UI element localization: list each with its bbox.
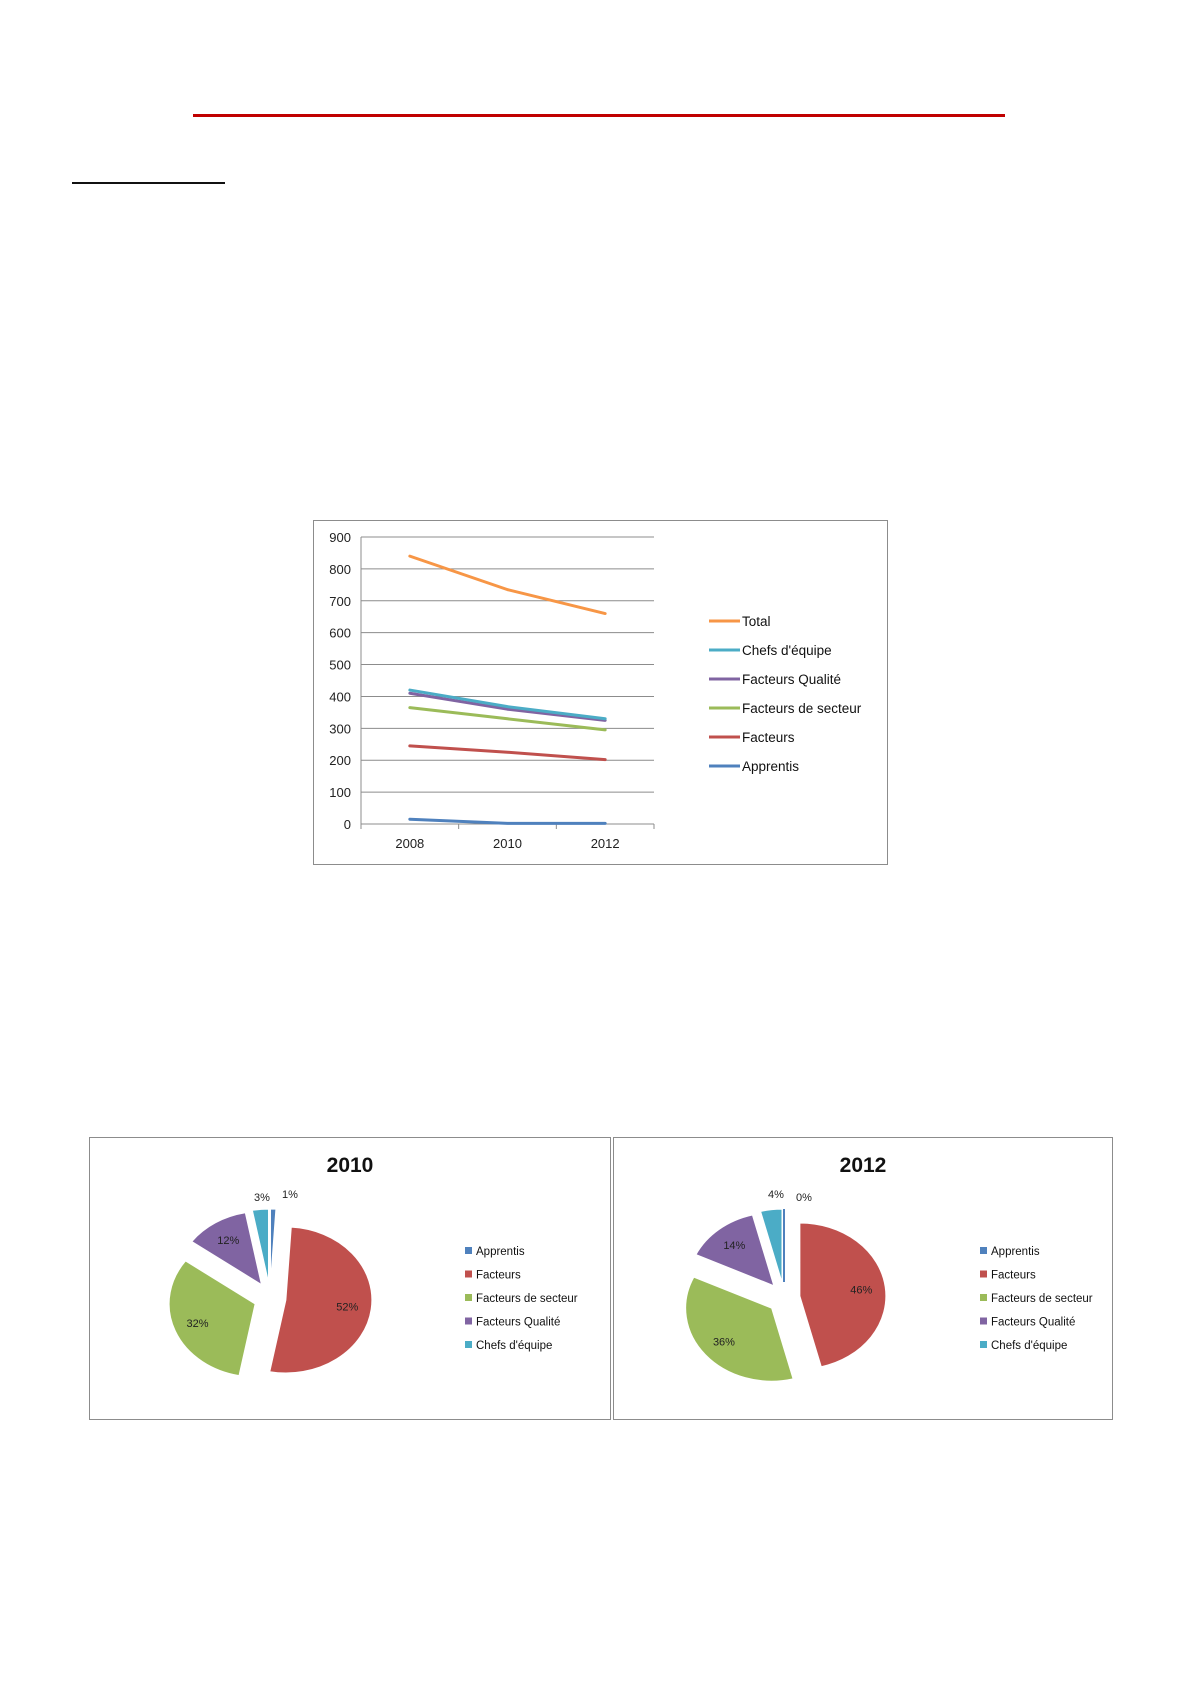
- y-tick-label-800: 800: [329, 562, 351, 577]
- data-label-chefs-d-equipe: 4%: [768, 1189, 784, 1201]
- x-tick-label-2012: 2012: [591, 836, 620, 851]
- x-tick-label-2008: 2008: [395, 836, 424, 851]
- data-label-facteurs: 46%: [850, 1284, 872, 1296]
- data-label-facteurs-qualite: 14%: [723, 1240, 745, 1252]
- y-tick-label-700: 700: [329, 594, 351, 609]
- pie-slice-facteurs: [799, 1222, 887, 1368]
- data-label-facteurs-qualite: 12%: [217, 1235, 239, 1247]
- legend-label-facteurs-qualite: Facteurs Qualité: [476, 1317, 560, 1329]
- pie-chart-2012: 2012 0% 46% 36% 14% 4% Apprentis Facteurs Facteu…: [685, 1154, 1093, 1382]
- series-line-facteurs-de-secteur: [408, 706, 607, 732]
- legend-swatch-facteurs-de-secteur: [980, 1294, 987, 1301]
- legend-swatch-facteurs: [465, 1270, 472, 1278]
- data-label-chefs-d-equipe: 3%: [254, 1192, 270, 1204]
- pie-chart-frame-2010: 2010 1% 52% 32% 12% 3% Apprentis Facteurs Facteu…: [89, 1137, 611, 1420]
- data-label-apprentis: 1%: [282, 1189, 298, 1201]
- legend-label-total: Total: [742, 614, 771, 629]
- legend-label-facteurs: Facteurs: [991, 1270, 1036, 1282]
- y-tick-label-900: 900: [329, 530, 351, 545]
- line-chart: 0 100 200 300 400 500 600 700 800 900 2008 2010 2012…: [329, 530, 862, 851]
- legend-label-facteurs-de-secteur: Facteurs de secteur: [991, 1293, 1093, 1305]
- heading-underline: [72, 182, 225, 184]
- series-line-facteurs-qualite: [408, 691, 607, 722]
- x-tick-label-2010: 2010: [493, 836, 522, 851]
- y-tick-label-300: 300: [329, 721, 351, 736]
- series-line-chefs-d-equipe: [408, 688, 607, 721]
- y-tick-label-200: 200: [329, 753, 351, 768]
- series-line-apprentis: [408, 817, 607, 825]
- legend-label-apprentis: Apprentis: [742, 759, 799, 774]
- pie-slice-chefs-d-equipe: [251, 1208, 269, 1283]
- legend-label-chefs-d-equipe: Chefs d'équipe: [991, 1340, 1067, 1352]
- legend-swatch-apprentis: [980, 1247, 987, 1254]
- y-tick-label-600: 600: [329, 626, 351, 641]
- pie-chart-2010: 2010 1% 52% 32% 12% 3% Apprentis Facteurs Facteu…: [168, 1154, 578, 1377]
- pie-slice-apprentis: [270, 1208, 277, 1283]
- legend-label-apprentis: Apprentis: [991, 1246, 1040, 1258]
- legend-swatch-chefs-d-equipe: [465, 1341, 472, 1348]
- legend-label-facteurs-de-secteur: Facteurs de secteur: [476, 1293, 578, 1305]
- pie-title: 2010: [327, 1154, 374, 1177]
- legend-label-facteurs-qualite: Facteurs Qualité: [742, 672, 841, 687]
- legend-swatch-apprentis: [465, 1247, 472, 1254]
- series-line-facteurs: [408, 744, 607, 762]
- data-label-facteurs-de-secteur: 36%: [713, 1337, 735, 1349]
- pie-title: 2012: [840, 1154, 887, 1177]
- legend-label-facteurs: Facteurs: [742, 730, 795, 745]
- legend-label-facteurs: Facteurs: [476, 1270, 521, 1282]
- y-tick-label-400: 400: [329, 689, 351, 704]
- legend-swatch-facteurs: [980, 1270, 987, 1278]
- legend-label-facteurs-qualite: Facteurs Qualité: [991, 1317, 1075, 1329]
- y-tick-label-500: 500: [329, 658, 351, 673]
- legend-label-facteurs-de-secteur: Facteurs de secteur: [742, 701, 862, 716]
- line-chart-frame: 0 100 200 300 400 500 600 700 800 900 2008 2010 2012…: [313, 520, 888, 865]
- legend-swatch-chefs-d-equipe: [980, 1341, 987, 1348]
- legend-swatch-facteurs-qualite: [465, 1317, 472, 1325]
- legend-label-chefs-d-equipe: Chefs d'équipe: [476, 1340, 552, 1352]
- legend-swatch-facteurs-de-secteur: [465, 1294, 472, 1301]
- series-line-total: [408, 554, 607, 616]
- legend-label-apprentis: Apprentis: [476, 1246, 525, 1258]
- pie-slice-facteurs: [269, 1226, 373, 1374]
- pie-slice-chefs-d-equipe: [759, 1208, 783, 1283]
- pie-chart-frame-2012: 2012 0% 46% 36% 14% 4% Apprentis Facteurs Facteu…: [613, 1137, 1113, 1420]
- pie-slice-facteurs-qualite: [695, 1214, 775, 1287]
- legend-label-chefs-d-equipe: Chefs d'équipe: [742, 643, 832, 658]
- data-label-apprentis: 0%: [796, 1192, 812, 1204]
- y-tick-label-100: 100: [329, 785, 351, 800]
- header-red-rule: [193, 114, 1005, 117]
- pie-slice-facteurs-qualite: [191, 1212, 263, 1286]
- legend-swatch-facteurs-qualite: [980, 1317, 987, 1325]
- data-label-facteurs-de-secteur: 32%: [187, 1318, 209, 1330]
- pie-slice-facteurs-de-secteur: [685, 1276, 794, 1382]
- data-label-facteurs: 52%: [336, 1302, 358, 1314]
- pie-slice-facteurs-de-secteur: [168, 1260, 256, 1377]
- y-tick-label-0: 0: [344, 817, 351, 832]
